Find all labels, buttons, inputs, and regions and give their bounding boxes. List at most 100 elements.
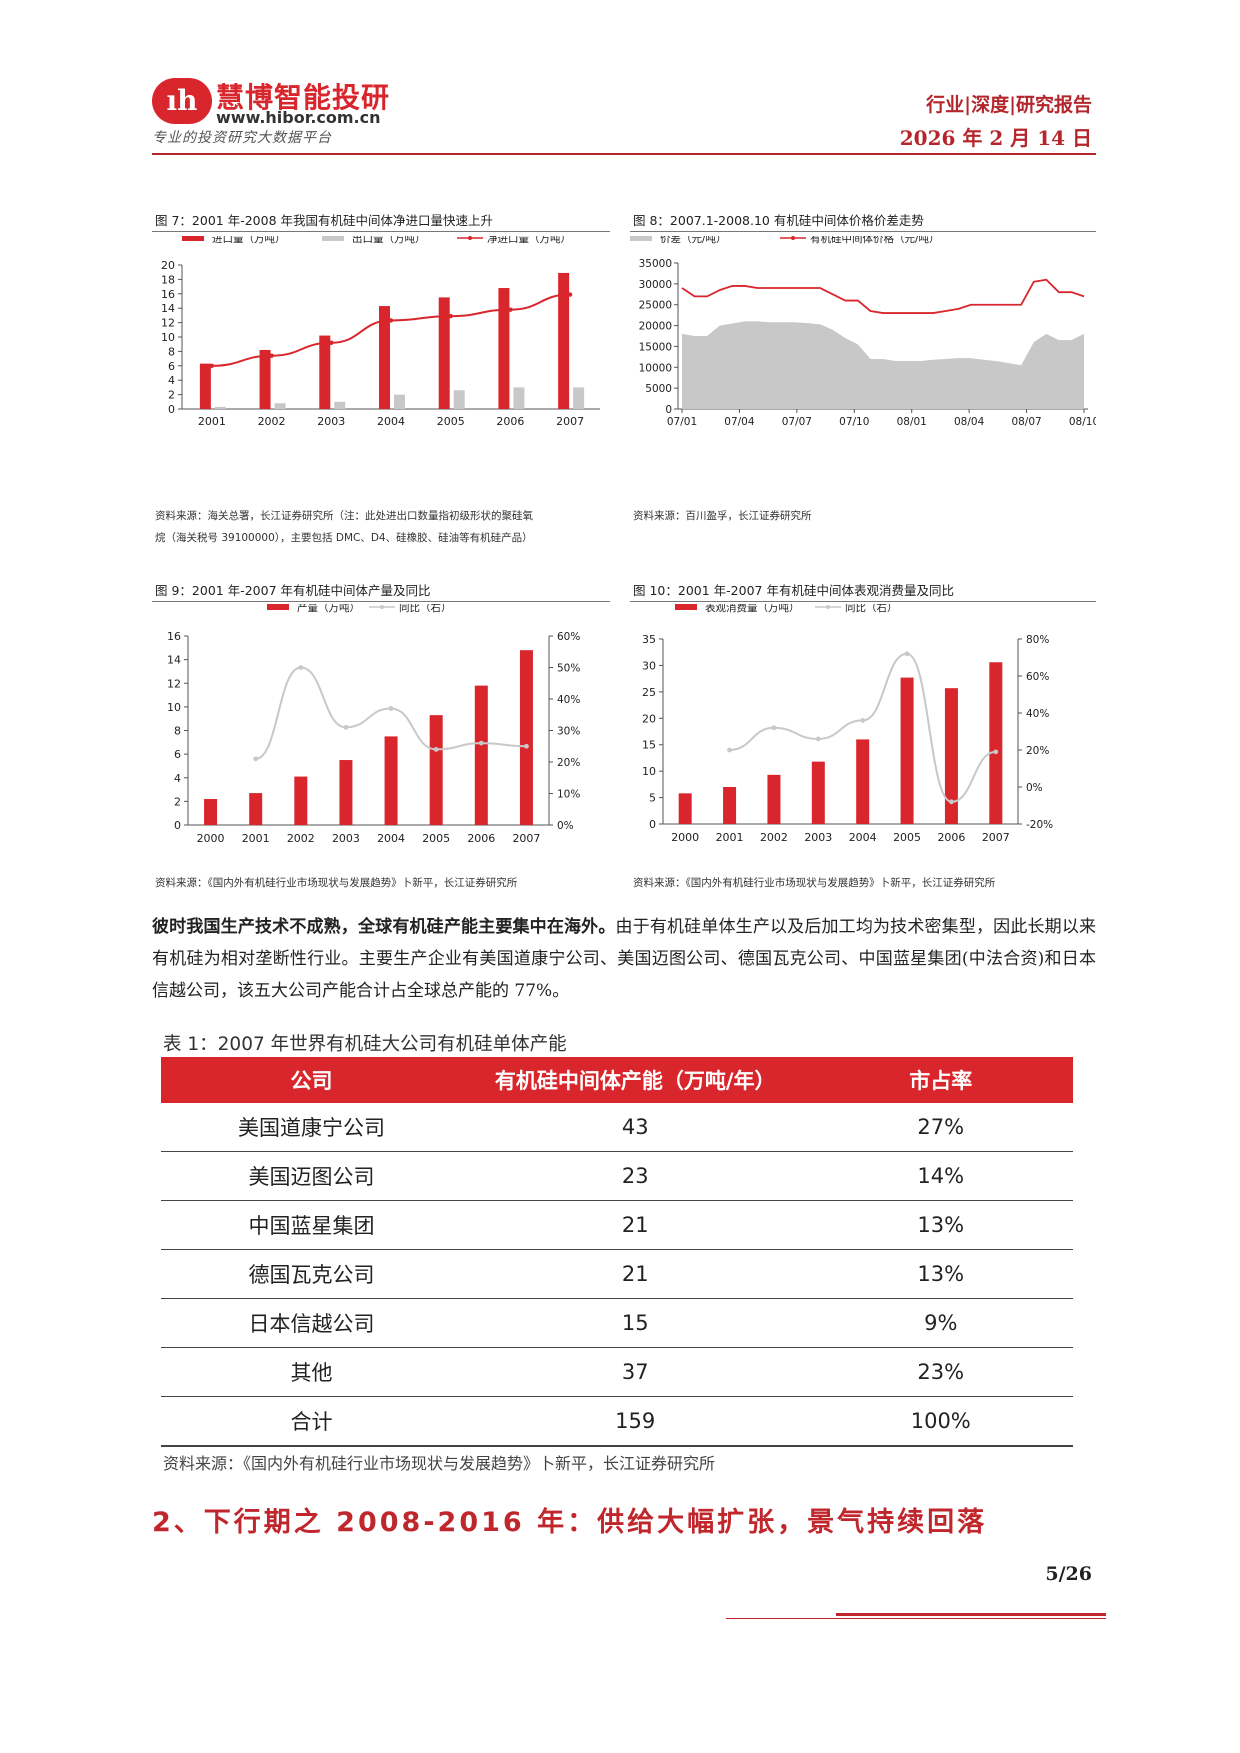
section-heading: 2、下行期之 2008-2016 年：供给大幅扩张，景气持续回落	[152, 1507, 988, 1538]
volume-bar	[856, 739, 870, 824]
volume-bar	[384, 736, 398, 825]
x-tick-label: 2006	[496, 415, 524, 428]
x-tick-label: 07/01	[667, 416, 697, 428]
cell-capacity: 159	[461, 1396, 809, 1447]
paragraph-text: 由于有机硅单体生产以及后加工均为技术密集型，因此长期以来有机硅为相对垄断性行业。…	[152, 917, 1096, 1001]
cell-share: 13%	[808, 1249, 1073, 1299]
fig10-source: 资料来源：《国内外有机硅行业市场现状与发展趋势》卜新平，长江证券研究所	[633, 877, 996, 889]
table-title: 表 1：2007 年世界有机硅大公司有机硅单体产能	[163, 1034, 567, 1055]
y-tick-label: 8	[168, 345, 175, 358]
table-header-capacity: 有机硅中间体产能（万吨/年）	[461, 1057, 809, 1103]
report-date: 2026 年 2 月 14 日	[899, 126, 1092, 150]
y2-tick-label: 80%	[1026, 634, 1049, 646]
fig10-title: 图 10：2001 年-2007 年有机硅中间体表观消费量及同比	[633, 583, 954, 598]
x-tick-label: 08/04	[954, 416, 985, 428]
net-import-point	[508, 307, 513, 312]
body-paragraph: 彼时我国生产技术不成熟，全球有机硅产能主要集中在海外。由于有机硅单体生产以及后加…	[152, 911, 1096, 1007]
cell-capacity: 21	[461, 1200, 809, 1250]
table-row: 美国道康宁公司 43 27%	[161, 1103, 1073, 1152]
y-tick-label: 0	[649, 818, 656, 831]
cell-capacity: 15	[461, 1298, 809, 1348]
y-tick-label: 5	[649, 792, 656, 805]
x-tick-label: 2001	[198, 415, 226, 428]
y2-tick-label: 60%	[557, 631, 580, 643]
export-bar	[513, 387, 525, 409]
x-tick-label: 2005	[437, 415, 465, 428]
cell-company: 其他	[161, 1347, 462, 1397]
export-bar	[214, 406, 226, 409]
cell-company: 日本信越公司	[161, 1298, 462, 1348]
import-bar	[319, 335, 331, 409]
yoy-point	[343, 724, 349, 730]
y-tick-label: 35	[642, 633, 656, 646]
volume-bar	[519, 650, 533, 825]
volume-bar	[249, 793, 263, 825]
volume-bar	[678, 793, 692, 824]
volume-bar	[723, 787, 737, 824]
y-tick-label: 10	[161, 331, 175, 344]
y-tick-label: 10	[167, 701, 181, 714]
x-tick-label: 08/10	[1069, 416, 1096, 428]
table-row-total: 合计 159 100%	[161, 1396, 1073, 1447]
legend-label: 有机硅中间体价格（元/吨）	[810, 236, 940, 245]
cell-share: 13%	[808, 1200, 1073, 1250]
y-tick-label: 15000	[639, 341, 672, 353]
paragraph-lead: 彼时我国生产技术不成熟，全球有机硅产能主要集中在海外。	[152, 917, 616, 937]
y-tick-label: 20	[642, 712, 656, 725]
legend-swatch	[322, 236, 344, 241]
table-row: 德国瓦克公司 21 13%	[161, 1249, 1073, 1299]
cell-capacity: 43	[461, 1103, 809, 1152]
y-tick-label: 14	[167, 654, 181, 667]
y-tick-label: 4	[168, 374, 175, 387]
logo-mark: ıh	[152, 78, 212, 124]
x-tick-label: 2002	[760, 831, 788, 844]
y2-tick-label: 10%	[557, 789, 580, 801]
legend-label: 表观消费量（万吨）	[705, 604, 800, 614]
volume-bar	[294, 776, 308, 825]
y2-tick-label: 20%	[1026, 745, 1049, 757]
legend-swatch	[267, 604, 289, 610]
yoy-point	[478, 740, 484, 746]
x-tick-label: 2003	[332, 832, 360, 845]
net-import-point	[329, 340, 334, 345]
legend-swatch	[182, 236, 204, 241]
y-tick-label: 25	[642, 686, 656, 699]
legend-label: 价差（元/吨）	[660, 236, 727, 245]
fig8-chart: 价差（元/吨） 有机硅中间体价格（元/吨） 0 5000 10000 15000 20000…	[630, 236, 1096, 428]
y2-tick-label: 40%	[557, 694, 580, 706]
y-tick-label: 12	[161, 317, 175, 330]
volume-bar	[474, 685, 488, 825]
fig9-source: 资料来源：《国内外有机硅行业市场现状与发展趋势》卜新平，长江证券研究所	[155, 877, 518, 889]
cell-share: 23%	[808, 1347, 1073, 1397]
table-header-company: 公司	[161, 1057, 462, 1103]
x-tick-label: 07/04	[724, 416, 755, 428]
fig7-title: 图 7：2001 年-2008 年我国有机硅中间体净进口量快速上升	[155, 213, 494, 228]
table-source: 资料来源：《国内外有机硅行业市场现状与发展趋势》卜新平，长江证券研究所	[163, 1454, 716, 1473]
yoy-point	[993, 749, 999, 755]
footer-rule-thick	[836, 1613, 1106, 1616]
x-tick-label: 2001	[716, 831, 744, 844]
cell-capacity: 37	[461, 1347, 809, 1397]
fig10-chart: 表观消费量（万吨） 同比（右） 0 5 10 15 20 25 30 35 -20% 0% 20% 40%…	[642, 604, 1053, 844]
cell-company: 合计	[161, 1396, 462, 1447]
y-tick-label: 30000	[639, 279, 672, 291]
footer-rule-thin	[726, 1618, 1106, 1619]
y-tick-label: 10	[642, 765, 656, 778]
yoy-point	[253, 756, 259, 762]
legend-label: 出口量（万吨）	[352, 236, 426, 245]
yoy-point	[727, 747, 732, 753]
y-tick-label: 14	[161, 302, 175, 315]
y2-tick-label: 50%	[557, 663, 580, 675]
fig9-rule	[152, 601, 610, 602]
y-tick-label: 4	[174, 772, 181, 785]
fig9-chart: 产量（万吨） 同比（右） 0 2 4 6 8 10 12 14 16 0% 10% 20% 30% 40% 50…	[167, 604, 580, 845]
table-row: 美国迈图公司 23 14%	[161, 1151, 1073, 1201]
y-tick-label: 15	[642, 739, 656, 752]
yoy-point	[815, 736, 821, 742]
yoy-point	[433, 747, 439, 752]
cell-share: 100%	[808, 1396, 1073, 1447]
legend-marker	[468, 236, 472, 240]
net-import-point	[567, 292, 573, 297]
fig8-rule	[630, 231, 1096, 232]
